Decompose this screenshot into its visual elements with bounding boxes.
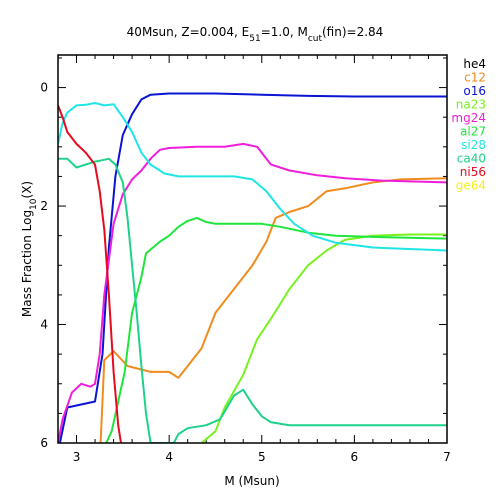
y-axis-title-suffix: (X) — [20, 181, 34, 199]
legend-item-ni56: ni56 — [460, 165, 486, 179]
x-tick-label: 4 — [165, 450, 173, 464]
y-tick-label: 2 — [40, 199, 48, 213]
y-axis-title-sub: 10 — [29, 198, 39, 210]
legend-item-ca40: ca40 — [457, 152, 486, 166]
legend-item-al27: al27 — [460, 125, 486, 139]
y-tick-label: 0 — [40, 81, 48, 95]
y-tick-label: 6 — [40, 436, 48, 450]
legend-item-ge64: ge64 — [456, 179, 486, 193]
x-tick-label: 3 — [73, 450, 81, 464]
y-axis-title-prefix: Mass Fraction Log — [20, 210, 34, 317]
chart-title-sub2: cut — [308, 34, 323, 44]
tick-labels: 3 4 5 6 7 0 2 4 6 — [40, 81, 450, 464]
series-line-na23 — [200, 233, 447, 443]
x-axis-title: M (Msun) — [224, 474, 279, 488]
chart-title-sub1: 51 — [249, 34, 260, 44]
series-line-ca40 — [58, 157, 447, 443]
legend-item-o16: o16 — [463, 84, 486, 98]
chart-title-suffix: (fin)=2.84 — [322, 25, 383, 39]
legend-item-si28: si28 — [461, 138, 486, 152]
x-tick-label: 7 — [443, 450, 451, 464]
chart-title: 40Msun, Z=0.004, E51=1.0, Mcut(fin)=2.84 — [127, 25, 384, 44]
chart-title-prefix: 40Msun, Z=0.004, E — [127, 25, 250, 39]
series-line-c12 — [99, 177, 447, 443]
series-layer — [58, 92, 447, 443]
plot-frame — [57, 54, 448, 444]
x-tick-label: 6 — [351, 450, 359, 464]
series-line-al27 — [105, 216, 447, 443]
chart-title-mid: =1.0, M — [261, 25, 308, 39]
y-tick-label: 4 — [40, 318, 48, 332]
legend-item-c12: c12 — [464, 71, 486, 85]
series-line-o16 — [58, 92, 447, 443]
x-tick-label: 5 — [258, 450, 266, 464]
y-axis-title: Mass Fraction Log10(X) — [20, 181, 39, 317]
legend-item-na23: na23 — [456, 98, 486, 112]
series-line-ni56 — [58, 105, 122, 443]
legend-item-mg24: mg24 — [451, 111, 486, 125]
series-line-mg24 — [58, 142, 447, 443]
series-line-si28 — [58, 102, 447, 252]
legend-item-he4: he4 — [463, 57, 486, 71]
